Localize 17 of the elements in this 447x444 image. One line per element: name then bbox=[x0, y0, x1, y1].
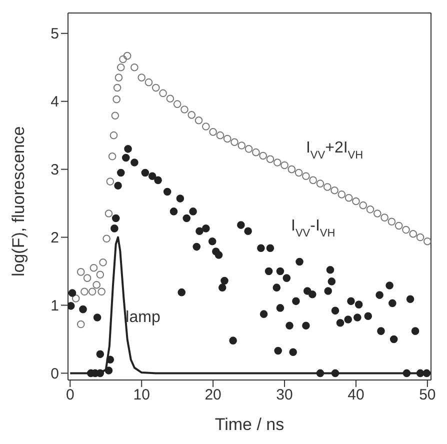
series-label: I$_{VV}$-I$_{VH}$ bbox=[290, 217, 336, 240]
series-label: I$_{VV}$+2I$_{VH}$ bbox=[306, 139, 364, 162]
x-axis-title: Time / ns bbox=[214, 415, 284, 434]
x-tick-label: 30 bbox=[276, 386, 293, 404]
y-tick-label: 1 bbox=[50, 298, 59, 315]
y-tick-label: 5 bbox=[50, 26, 59, 43]
y-tick-label: 4 bbox=[50, 94, 59, 111]
x-tick-label: 0 bbox=[66, 386, 74, 404]
x-tick-label: 40 bbox=[348, 386, 364, 404]
x-tick-label: 20 bbox=[204, 386, 222, 404]
y-tick-label: 0 bbox=[50, 366, 59, 383]
x-tick-label: 50 bbox=[419, 386, 436, 404]
x-tick-label: 10 bbox=[133, 386, 150, 404]
y-tick-label: 2 bbox=[50, 230, 59, 247]
series-label: lamp bbox=[126, 309, 160, 326]
y-tick-label: 3 bbox=[50, 162, 59, 179]
y-axis-title: log(F), fluorescence bbox=[9, 126, 28, 276]
